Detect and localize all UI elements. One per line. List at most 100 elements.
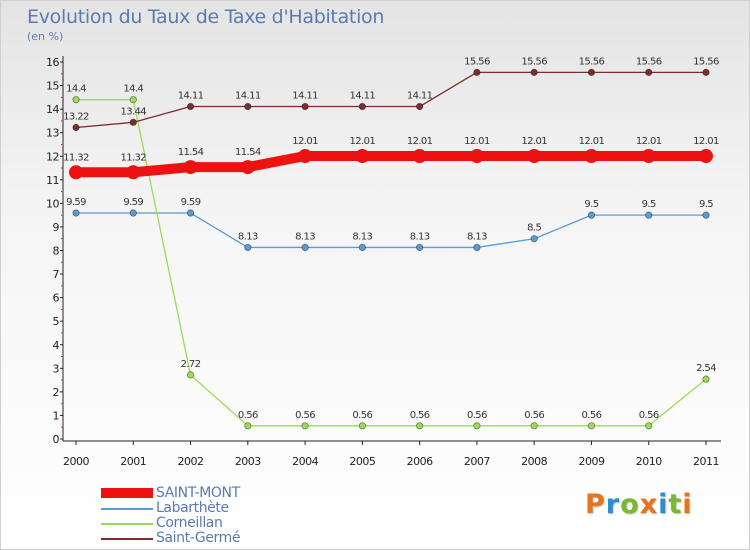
data-label: 9.59 [123, 197, 143, 208]
y-tick-label: 8 [53, 245, 60, 258]
data-label: 2.72 [181, 359, 201, 370]
data-label: 14.11 [407, 91, 433, 102]
data-point [72, 209, 80, 217]
data-label: 15.56 [636, 56, 662, 67]
x-tick-label: 2000 [63, 455, 89, 468]
x-tick-label: 2011 [693, 455, 719, 468]
data-point [186, 102, 195, 111]
data-label: 8.13 [410, 231, 430, 242]
x-tick-label: 2007 [464, 455, 490, 468]
y-tick-label: 12 [46, 150, 59, 163]
data-point [69, 165, 83, 180]
data-point [72, 96, 80, 104]
proxiti-logo: Proxiti [585, 489, 693, 520]
data-label: 0.56 [582, 410, 602, 421]
data-label: 8.13 [238, 231, 258, 242]
data-label: 0.56 [352, 410, 372, 421]
x-tick-label: 2005 [349, 455, 375, 468]
data-label: 14.11 [235, 91, 261, 102]
x-tick-label: 2004 [292, 455, 318, 468]
data-label: 12.01 [407, 136, 433, 147]
series-line [76, 212, 706, 249]
data-label: 12.01 [579, 136, 605, 147]
data-label: 0.56 [238, 410, 258, 421]
data-label: 12.01 [350, 136, 376, 147]
data-point [645, 68, 653, 76]
data-point [186, 371, 195, 379]
data-point [702, 375, 710, 383]
series-line [76, 151, 706, 178]
x-tick-label: 2001 [120, 455, 146, 468]
data-point [702, 68, 710, 76]
data-label: 8.13 [352, 231, 372, 242]
data-point [72, 123, 80, 132]
y-tick-label: 5 [53, 315, 60, 328]
data-point [129, 96, 137, 104]
data-label: 0.56 [410, 410, 430, 421]
data-point [358, 102, 366, 111]
y-tick-label: 15 [46, 80, 59, 93]
data-label: 0.56 [295, 410, 315, 421]
data-label: 2.54 [696, 363, 716, 374]
data-label: 8.13 [295, 231, 315, 242]
data-point [530, 68, 538, 76]
data-point [584, 149, 599, 164]
series-line [76, 99, 707, 427]
data-point [469, 149, 484, 164]
data-label: 14.11 [178, 91, 204, 102]
data-point [412, 149, 427, 164]
data-label: 9.5 [584, 199, 598, 210]
data-label: 14.11 [350, 91, 376, 102]
data-point [587, 68, 596, 76]
data-point [527, 149, 542, 164]
y-tick-label: 13 [46, 127, 59, 140]
x-tick-label: 2003 [235, 455, 261, 468]
y-tick-label: 2 [53, 386, 60, 399]
legend-label: Corneillan [156, 515, 223, 531]
x-tick-label: 2009 [578, 455, 604, 468]
data-point [530, 422, 538, 430]
data-point [358, 243, 366, 252]
data-point [473, 422, 481, 430]
data-label: 15.56 [579, 56, 605, 67]
y-tick-label: 1 [53, 409, 60, 422]
data-point [129, 118, 137, 126]
data-point [699, 149, 713, 164]
data-label: 12.01 [636, 136, 662, 147]
data-point [129, 209, 137, 217]
data-label: 12.01 [521, 136, 547, 147]
data-point [301, 422, 309, 430]
x-tick-label: 2010 [636, 455, 662, 468]
legend-label: Saint-Germé [156, 530, 241, 546]
unit-label: (en %) [27, 30, 64, 43]
data-point [244, 102, 252, 111]
data-point [244, 243, 252, 252]
data-label: 15.56 [464, 56, 490, 67]
data-point [416, 102, 424, 111]
data-point [641, 149, 656, 164]
data-label: 12.01 [292, 136, 318, 147]
data-label: 9.5 [642, 199, 656, 210]
data-point [355, 149, 370, 164]
data-label: 12.01 [464, 136, 490, 147]
data-label: 0.56 [639, 410, 659, 421]
data-point [702, 211, 710, 219]
data-label: 15.56 [693, 56, 719, 67]
data-label: 9.59 [181, 197, 201, 208]
x-tick-label: 2008 [521, 455, 547, 468]
legend-swatch [101, 538, 153, 540]
legend-swatch [101, 508, 153, 510]
data-point [183, 160, 198, 175]
x-tick-label: 2002 [178, 455, 204, 468]
legend-label: SAINT-MONT [156, 485, 240, 501]
data-point [587, 211, 596, 219]
data-label: 11.54 [178, 147, 204, 158]
data-point [301, 243, 309, 252]
data-label: 13.44 [120, 106, 146, 117]
data-label: 11.32 [120, 152, 146, 163]
legend-swatch [101, 488, 153, 498]
y-tick-label: 7 [53, 268, 60, 281]
data-point [244, 422, 252, 430]
